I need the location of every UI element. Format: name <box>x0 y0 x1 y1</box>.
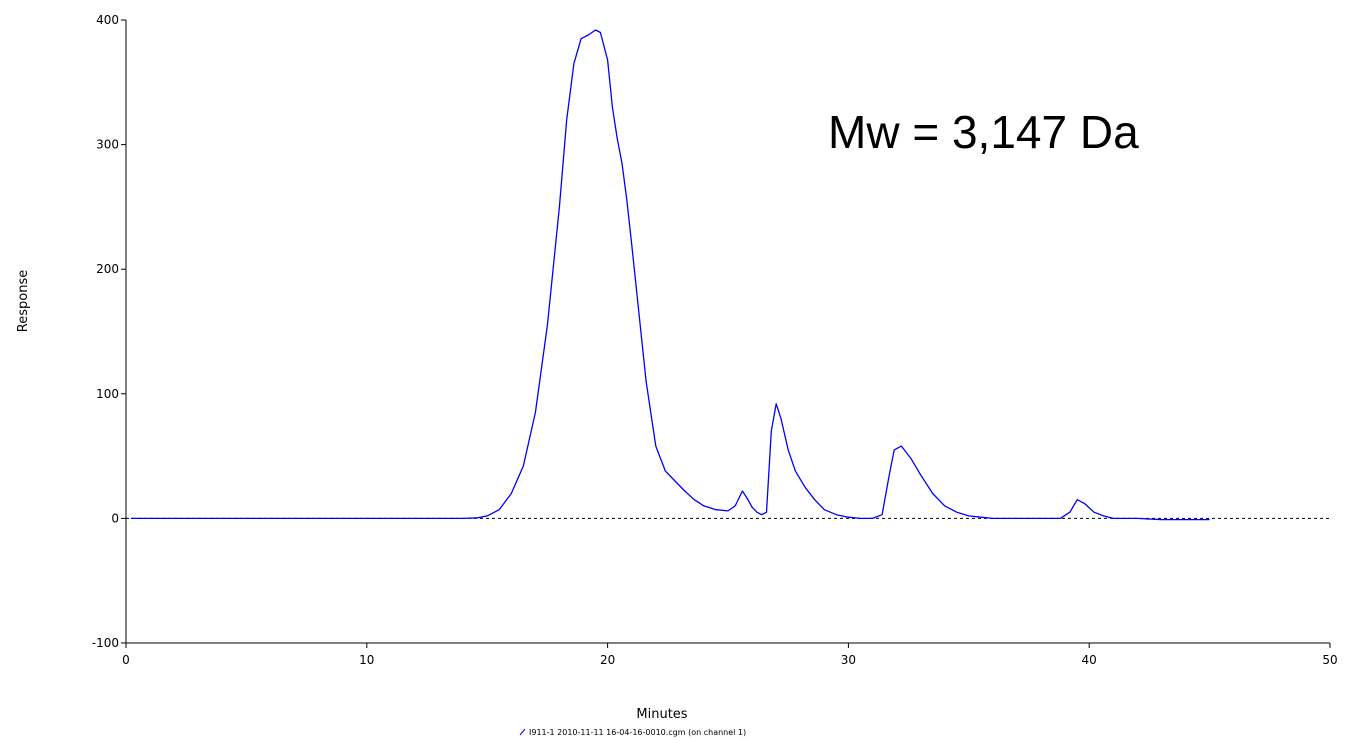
x-tick-label: 10 <box>359 653 374 667</box>
y-tick-label: 0 <box>111 511 119 525</box>
x-tick-label: 30 <box>841 653 856 667</box>
y-tick-label: 400 <box>96 13 119 27</box>
x-tick-label: 20 <box>600 653 615 667</box>
legend-entry: I911-1 2010-11-11 16-04-16-0010.cgm (on … <box>529 728 746 737</box>
x-axis-title: Minutes <box>636 707 687 722</box>
legend: I911-1 2010-11-11 16-04-16-0010.cgm (on … <box>519 728 746 737</box>
y-axis-title: Response <box>16 270 31 332</box>
legend-swatch <box>519 728 526 736</box>
series-layer <box>130 29 1210 521</box>
x-tick-label: 0 <box>122 653 130 667</box>
annotation-mw: Mw = 3,147 Da <box>828 106 1139 158</box>
x-tick-label: 40 <box>1082 653 1097 667</box>
y-tick-label: 200 <box>96 262 119 276</box>
axes <box>125 20 1330 644</box>
y-tick-label: 300 <box>96 138 119 152</box>
series-line <box>130 29 1210 521</box>
x-tick-label: 50 <box>1322 653 1337 667</box>
y-tick-label: 100 <box>96 387 119 401</box>
y-tick-label: -100 <box>92 636 119 650</box>
